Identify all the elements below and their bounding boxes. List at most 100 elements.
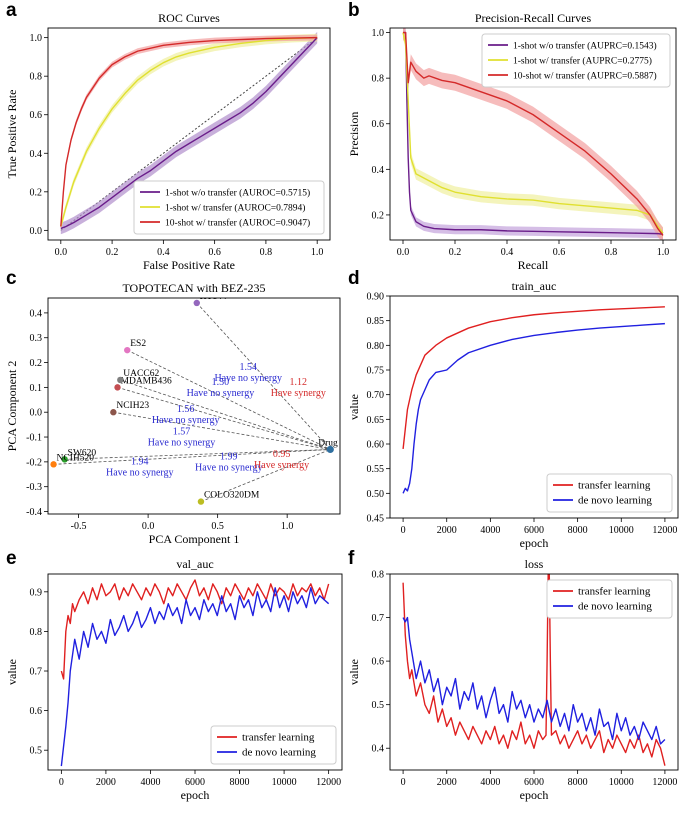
y-tick-label: 0.70 [367,390,385,401]
x-axis-label: PCA Component 1 [149,532,240,546]
y-tick-label: 0.80 [367,341,385,352]
x-axis-label: Recall [518,258,549,272]
y-tick-label: 0.8 [30,627,43,638]
series-line-0 [60,579,330,680]
series-line-0 [60,37,318,230]
x-tick-label: 4000 [480,525,500,536]
y-tick-label: 0.7 [372,613,385,624]
x-tick-label: 0.0 [142,521,155,532]
y-tick-label: 0.2 [372,210,385,221]
cell-line-point [117,376,124,384]
y-tick-label: 0.4 [372,165,385,176]
y-tick-label: 0.6 [30,110,43,121]
cell-line-point [50,461,57,468]
x-tick-label: 1.0 [311,247,324,258]
annotation-value: 1.94 [131,456,149,467]
panel-letter-c: c [6,268,17,289]
x-tick-label: 1.0 [281,521,294,532]
x-tick-label: 0.0 [55,247,68,258]
cell-line-point [61,456,68,463]
x-tick-label: 0.5 [211,521,224,532]
cell-line-label: UACC62 [123,369,159,379]
legend: 1-shot w/o transfer (AUPRC=0.1543) 1-shot… [481,33,671,88]
y-tick-label: 0.0 [30,408,43,419]
y-tick-label: 0.6 [372,119,385,130]
series-band [60,31,318,235]
legend-box [133,180,325,235]
y-tick-label: 0.5 [372,700,385,711]
annotation-text: Have synergy [254,460,309,471]
x-tick-label: 2000 [437,525,457,536]
series-line-0 [402,306,665,450]
cell-line-label: SW620 [68,448,97,458]
annotation-text: Have no synergy [214,373,282,384]
series-line-1 [402,616,666,745]
axes-frame [47,27,331,241]
legend-label: 10-shot w/ transfer (AUROC=0.9047) [165,218,310,229]
x-tick-label: 0 [59,777,64,788]
series-line-0 [403,31,664,235]
series-line-1 [60,36,318,227]
annotation-text: Have no synergy [187,388,255,399]
y-tick-label: 0.9 [30,587,43,598]
y-tick-label: 0.50 [367,489,385,500]
y-tick-label: 0.8 [30,72,43,83]
cell-line-point [124,346,131,354]
y-tick-label: 1.0 [30,33,43,44]
x-tick-label: 12000 [316,777,341,788]
x-tick-label: 4000 [480,777,500,788]
chance-line [60,37,318,231]
panel-letter-e: e [6,548,17,569]
x-tick-label: 0.2 [449,247,462,258]
cell-line-point [110,409,117,416]
y-axis-label: True Positive Rate [5,90,19,179]
x-tick-label: 1.0 [657,247,670,258]
x-tick-label: 0.8 [260,247,273,258]
x-tick-label: 0 [401,525,406,536]
x-tick-label: 0.8 [605,247,618,258]
cell-line-label: HT144 [200,292,227,302]
x-axis-label: epoch [181,788,210,802]
y-tick-label: 0.65 [367,415,385,426]
annotation-text: Have no synergy [106,467,174,478]
y-tick-label: 0.75 [367,366,385,377]
y-axis-label: value [347,659,361,685]
annotation-value: 1.12 [290,377,308,388]
legend-box [546,579,673,619]
annotation-text: Have no synergy [152,415,220,426]
legend-label: 1-shot w/ transfer (AUPRC=0.2775) [513,56,652,67]
connector-line [64,449,331,460]
y-tick-label: 0.1 [30,383,43,394]
x-axis-label: epoch [520,536,549,550]
x-tick-label: 0.4 [501,247,514,258]
y-tick-label: 1.0 [372,28,385,39]
legend-box [546,473,673,513]
legend-label: transfer learning [578,586,651,598]
annotation-text: Have no synergy [148,438,216,449]
legend-label: de novo learning [578,601,652,613]
y-tick-label: -0.3 [26,482,42,493]
y-axis-label: value [347,394,361,420]
cell-line-point [197,498,205,505]
legend-label: 1-shot w/ transfer (AUROC=0.7894) [165,203,305,214]
connector-line [53,449,331,465]
annotation-value: 1.54 [239,362,257,373]
y-tick-label: -0.4 [26,507,42,518]
plot-area [402,574,666,766]
legend-label: 10-shot w/ transfer (AUPRC=0.5887) [513,71,657,82]
chart-f: loss epoch value 0 2000 4000 6000 8000 10000 1200… [347,557,679,802]
connector-line [200,449,331,502]
x-tick-label: 0.6 [208,247,221,258]
panel-letter-a: a [6,0,17,21]
x-axis-label: False Positive Rate [143,258,235,272]
axes-frame [389,573,679,771]
series-line-2 [403,31,664,236]
y-tick-label: 0.4 [372,744,385,755]
y-tick-label: 0.0 [30,226,43,237]
axes-frame [47,573,343,771]
series-band [403,28,663,240]
